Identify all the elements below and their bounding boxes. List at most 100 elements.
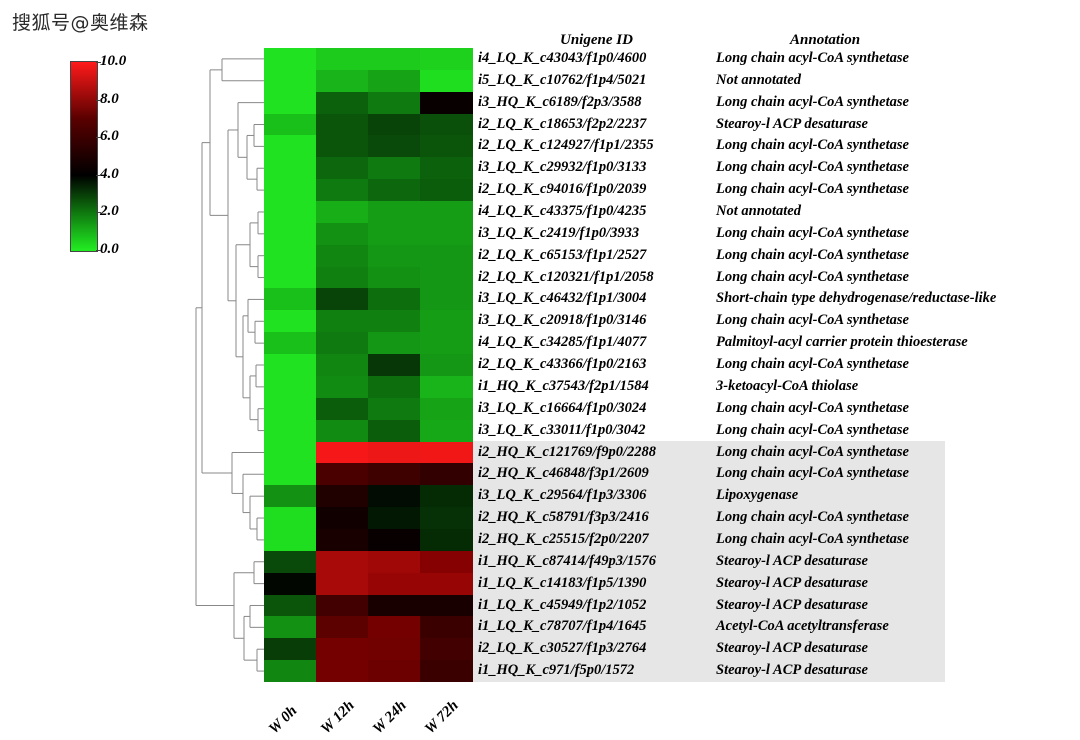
heatmap-cell — [368, 616, 421, 639]
row-annotation: Long chain acyl-CoA synthetase — [716, 530, 909, 547]
heatmap-cell — [368, 266, 421, 289]
row-unigene-id: i2_LQ_K_c94016/f1p0/2039 — [478, 181, 647, 198]
row-annotation: Long chain acyl-CoA synthetase — [716, 399, 909, 416]
row-unigene-id: i3_LQ_K_c33011/f1p0/3042 — [478, 421, 646, 438]
heatmap-cell — [264, 660, 317, 683]
heatmap-cell — [264, 572, 317, 596]
heatmap-cell — [368, 135, 421, 158]
heatmap-cell — [264, 179, 317, 202]
heatmap-cell — [316, 201, 369, 224]
heatmap-cell — [420, 616, 473, 639]
heatmap-cell — [316, 332, 369, 355]
row-annotation: Long chain acyl-CoA synthetase — [716, 181, 909, 198]
row-unigene-id: i2_LQ_K_c65153/f1p1/2527 — [478, 246, 647, 263]
row-annotation: Long chain acyl-CoA synthetase — [716, 356, 909, 373]
heatmap-cell — [420, 222, 473, 246]
heatmap-cell — [368, 463, 421, 486]
row-dendrogram — [195, 58, 264, 672]
heatmap-cell — [316, 528, 369, 552]
row-unigene-id: i2_LQ_K_c124927/f1p1/2355 — [478, 137, 654, 154]
heatmap-cell — [316, 91, 369, 115]
heatmap-cell — [316, 550, 369, 574]
column-label: W 0h — [266, 702, 301, 738]
heatmap-cell — [420, 332, 473, 355]
row-annotation: Stearoy-l ACP desaturase — [716, 574, 868, 591]
row-annotation: Long chain acyl-CoA synthetase — [716, 312, 909, 329]
row-annotation: Stearoy-l ACP desaturase — [716, 662, 868, 679]
row-annotation: Stearoy-l ACP desaturase — [716, 640, 868, 657]
heatmap-cell — [264, 463, 317, 486]
heatmap-cell — [420, 288, 473, 311]
heatmap-cell — [420, 660, 473, 683]
heatmap-cell — [264, 69, 317, 93]
heatmap-cell — [316, 244, 369, 268]
row-unigene-id: i5_LQ_K_c10762/f1p4/5021 — [478, 71, 647, 88]
row-annotation: Long chain acyl-CoA synthetase — [716, 509, 909, 526]
heatmap-cell — [316, 113, 369, 136]
heatmap-cell — [420, 113, 473, 136]
heatmap-cell — [420, 463, 473, 486]
row-unigene-id: i1_HQ_K_c37543/f2p1/1584 — [478, 377, 649, 394]
row-annotation: Long chain acyl-CoA synthetase — [716, 50, 909, 66]
scale-tick-mark — [96, 212, 101, 214]
row-annotation: Long chain acyl-CoA synthetase — [716, 159, 909, 176]
row-unigene-id: i3_LQ_K_c29932/f1p0/3133 — [478, 159, 647, 176]
heatmap-cell — [420, 354, 473, 377]
heatmap-cell — [420, 485, 473, 508]
row-annotation: Long chain acyl-CoA synthetase — [716, 246, 909, 263]
scale-tick-mark — [96, 174, 101, 176]
heatmap-cell — [420, 572, 473, 596]
heatmap-cell — [316, 397, 369, 421]
row-annotation: 3-ketoacyl-CoA thiolase — [716, 377, 859, 394]
scale-tick-label: 8.0 — [100, 90, 119, 107]
heatmap-cell — [368, 310, 421, 333]
heatmap-cell — [316, 354, 369, 377]
row-unigene-id: i3_LQ_K_c20918/f1p0/3146 — [478, 312, 647, 329]
row-annotation: Palmitoyl-acyl carrier protein thioester… — [716, 334, 968, 351]
heatmap-cell — [368, 638, 421, 661]
heatmap-cell — [264, 528, 317, 552]
heatmap-cell — [316, 594, 369, 617]
heatmap-cell — [368, 222, 421, 246]
row-annotation: Long chain acyl-CoA synthetase — [716, 93, 909, 110]
heatmap-cell — [368, 485, 421, 508]
heatmap-cell — [264, 266, 317, 289]
heatmap-cell — [316, 48, 369, 71]
heatmap-cell — [316, 507, 369, 530]
heatmap-cell — [316, 638, 369, 661]
row-unigene-id: i1_HQ_K_c87414/f49p3/1576 — [478, 552, 657, 569]
row-annotation: Stearoy-l ACP desaturase — [716, 596, 868, 613]
heatmap-cell — [368, 441, 421, 464]
heatmap-cell — [368, 375, 421, 399]
row-unigene-id: i4_LQ_K_c43375/f1p0/4235 — [478, 203, 647, 220]
heatmap-cell — [420, 310, 473, 333]
watermark-text: 搜狐号@奥维森 — [12, 12, 149, 34]
heatmap-cell — [316, 310, 369, 333]
heatmap-cell — [420, 441, 473, 464]
heatmap-cell — [420, 201, 473, 224]
row-unigene-id: i1_HQ_K_c971/f5p0/1572 — [478, 662, 635, 679]
scale-tick-mark — [96, 250, 101, 251]
heatmap-cell — [368, 550, 421, 574]
heatmap-cell — [264, 222, 317, 246]
heatmap-cell — [420, 507, 473, 530]
heatmap-cell — [316, 616, 369, 639]
heatmap-cell — [264, 332, 317, 355]
row-annotation: Not annotated — [716, 71, 801, 88]
heatmap-cell — [264, 135, 317, 158]
heatmap-cell — [368, 91, 421, 115]
row-unigene-id: i3_LQ_K_c46432/f1p1/3004 — [478, 290, 647, 307]
heatmap-cell — [368, 201, 421, 224]
heatmap-cell — [316, 463, 369, 486]
heatmap-cell — [316, 485, 369, 508]
row-unigene-id: i3_LQ_K_c2419/f1p0/3933 — [478, 224, 640, 241]
heatmap-cell — [420, 397, 473, 421]
row-unigene-id: i2_LQ_K_c30527/f1p3/2764 — [478, 640, 647, 657]
column-label: W 12h — [318, 697, 358, 738]
row-annotation: Long chain acyl-CoA synthetase — [716, 224, 909, 241]
heatmap-cell — [264, 375, 317, 399]
heatmap-cell — [368, 354, 421, 377]
heatmap-cell — [420, 244, 473, 268]
row-unigene-id: i1_LQ_K_c14183/f1p5/1390 — [478, 574, 647, 591]
heatmap-cell — [368, 244, 421, 268]
